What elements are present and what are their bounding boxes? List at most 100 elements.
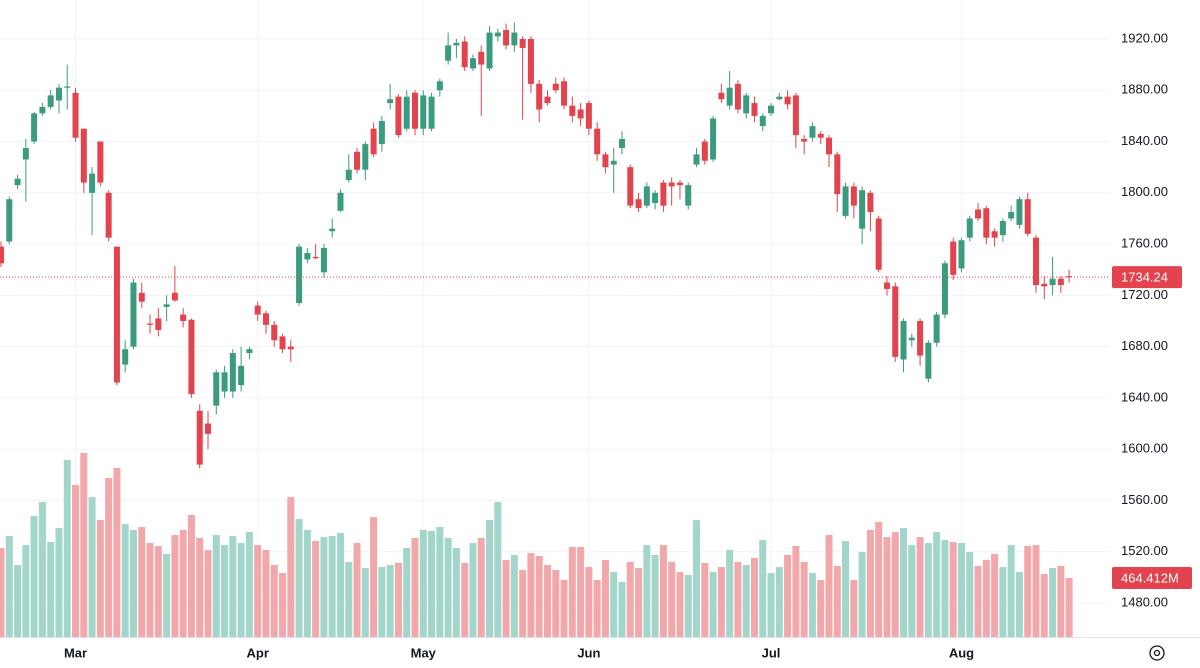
candle-body [64, 86, 71, 88]
candle-body [652, 192, 659, 204]
candle-body [163, 304, 170, 307]
volume-bar [991, 553, 999, 637]
candle-body [387, 99, 394, 104]
candle-body [734, 83, 741, 110]
volume-bar [113, 467, 121, 637]
candle-body [892, 286, 899, 357]
volume-bar [196, 537, 204, 637]
candle-body [635, 199, 642, 209]
candle-body [693, 154, 700, 165]
candle-body [561, 81, 568, 106]
volume-bar [1007, 545, 1015, 637]
candle-body [469, 58, 476, 69]
volume-bar [295, 519, 303, 637]
volume-bar [254, 545, 262, 637]
candle-body [0, 246, 4, 264]
candle-body [89, 173, 96, 193]
volume-bar [784, 554, 792, 637]
volume-bar [933, 531, 941, 637]
candle-body [113, 246, 120, 383]
volume-bar [80, 453, 88, 637]
volume-bar [626, 561, 634, 637]
volume-bar [759, 539, 767, 637]
candle-body [826, 137, 832, 155]
volume-pane [0, 453, 1073, 637]
volume-bar [775, 567, 783, 637]
volume-bar [635, 568, 643, 637]
volume-label: 464.412M [1121, 570, 1179, 585]
volume-bar [55, 528, 63, 637]
volume-bar [742, 565, 750, 637]
volume-bar [552, 569, 560, 637]
y-tick-label: 1520.00 [1121, 543, 1168, 558]
volume-bar [163, 553, 171, 637]
candle-body [238, 365, 245, 386]
candle-body [842, 186, 849, 216]
candle-body [304, 253, 311, 260]
settings-icon[interactable] [1149, 645, 1165, 661]
volume-bar [908, 545, 916, 637]
volume-bar [138, 527, 146, 637]
candle-body [917, 320, 924, 356]
volume-bar [850, 579, 858, 637]
candle-body [660, 182, 667, 206]
candle-body [801, 138, 808, 142]
candle-body [768, 105, 775, 114]
candle-body [784, 96, 791, 105]
candle-body [552, 83, 559, 91]
candle-body [536, 83, 543, 110]
volume-bar [560, 579, 568, 637]
volume-bar [750, 558, 758, 637]
candle-body [743, 95, 750, 114]
candle-body [627, 167, 634, 206]
candle-body [494, 32, 501, 37]
candle-body [925, 342, 932, 379]
settings-core[interactable] [1153, 649, 1161, 657]
volume-bar [875, 521, 883, 637]
volume-bar [105, 478, 113, 637]
volume-bar [370, 517, 378, 637]
candle-body [610, 160, 617, 165]
volume-bar [825, 535, 833, 637]
y-tick-label: 1800.00 [1121, 184, 1168, 199]
candle-body [6, 199, 13, 242]
volume-bar [817, 579, 825, 637]
volume-bar [1024, 545, 1032, 637]
volume-bar [312, 541, 320, 637]
candle-body [296, 246, 303, 304]
volume-bar [949, 542, 957, 637]
candle-body [453, 42, 460, 46]
candle-body [188, 319, 195, 395]
volume-bar [693, 520, 701, 637]
volume-bar [378, 567, 386, 637]
candle-body [867, 192, 874, 213]
volume-bar [966, 552, 974, 637]
candle-body [287, 346, 294, 350]
candle-body [436, 81, 443, 91]
volume-bar [941, 539, 949, 637]
candle-body [759, 115, 766, 127]
candle-body [941, 263, 948, 315]
volume-bar [14, 565, 22, 637]
volume-bar [22, 545, 30, 637]
candle-body [594, 128, 601, 155]
candle-body [14, 178, 21, 186]
candle-body [544, 96, 551, 104]
candle-body [428, 96, 435, 129]
volume-bar [999, 567, 1007, 637]
x-tick-label: Jun [577, 645, 600, 660]
volume-bar [469, 543, 477, 637]
settings-ring[interactable] [1149, 645, 1165, 661]
candle-body [271, 324, 278, 341]
volume-bar [444, 537, 452, 637]
candle-body [378, 121, 385, 145]
candle-body [1016, 199, 1023, 225]
volume-bar [361, 568, 369, 637]
candle-body [122, 349, 129, 365]
candle-body [569, 105, 576, 116]
y-tick-label: 1760.00 [1121, 236, 1168, 251]
volume-bar [5, 536, 13, 637]
candle-body [527, 38, 534, 84]
volume-bar [452, 547, 460, 637]
volume-bar [701, 562, 709, 637]
